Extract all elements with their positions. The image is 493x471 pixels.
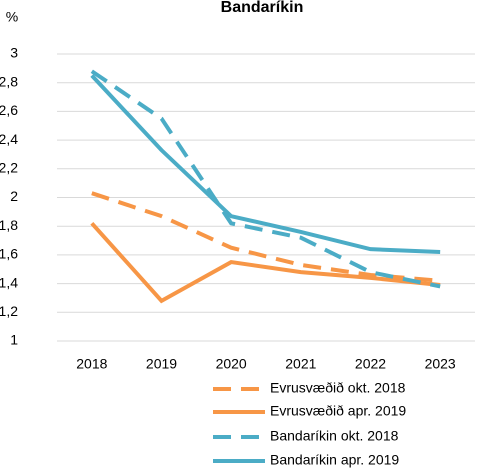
y-tick-label: 1,4 bbox=[0, 274, 18, 290]
y-tick-label: 1,6 bbox=[0, 246, 18, 262]
legend-label: Bandaríkin apr. 2019 bbox=[270, 452, 399, 468]
y-axis-label: % bbox=[6, 9, 18, 25]
y-tick-label: 2,4 bbox=[0, 131, 18, 147]
chart-title: Bandaríkin bbox=[221, 0, 304, 16]
y-tick-label: 2 bbox=[10, 188, 18, 204]
y-tick-label: 3 bbox=[10, 45, 18, 61]
series-line bbox=[90, 221, 441, 304]
x-tick-label: 2019 bbox=[146, 356, 177, 372]
series-line bbox=[90, 74, 441, 255]
y-tick-label: 2,6 bbox=[0, 102, 18, 118]
x-tick-label: 2022 bbox=[355, 356, 386, 372]
y-tick-label: 1,2 bbox=[0, 303, 18, 319]
x-tick-label: 2023 bbox=[425, 356, 456, 372]
legend-label: Evrusvæðið okt. 2018 bbox=[270, 380, 406, 396]
legend-label: Evrusvæðið apr. 2019 bbox=[270, 403, 406, 419]
series-line bbox=[91, 191, 441, 283]
series-line bbox=[90, 69, 441, 289]
x-tick-label: 2018 bbox=[76, 356, 107, 372]
y-tick-label: 1,8 bbox=[0, 217, 18, 233]
y-tick-label: 2,2 bbox=[0, 160, 18, 176]
legend-label: Bandaríkin okt. 2018 bbox=[270, 428, 399, 444]
y-tick-label: 2,8 bbox=[0, 73, 18, 89]
y-tick-label: 1 bbox=[10, 332, 18, 348]
x-tick-label: 2020 bbox=[216, 356, 247, 372]
x-tick-label: 2021 bbox=[285, 356, 316, 372]
